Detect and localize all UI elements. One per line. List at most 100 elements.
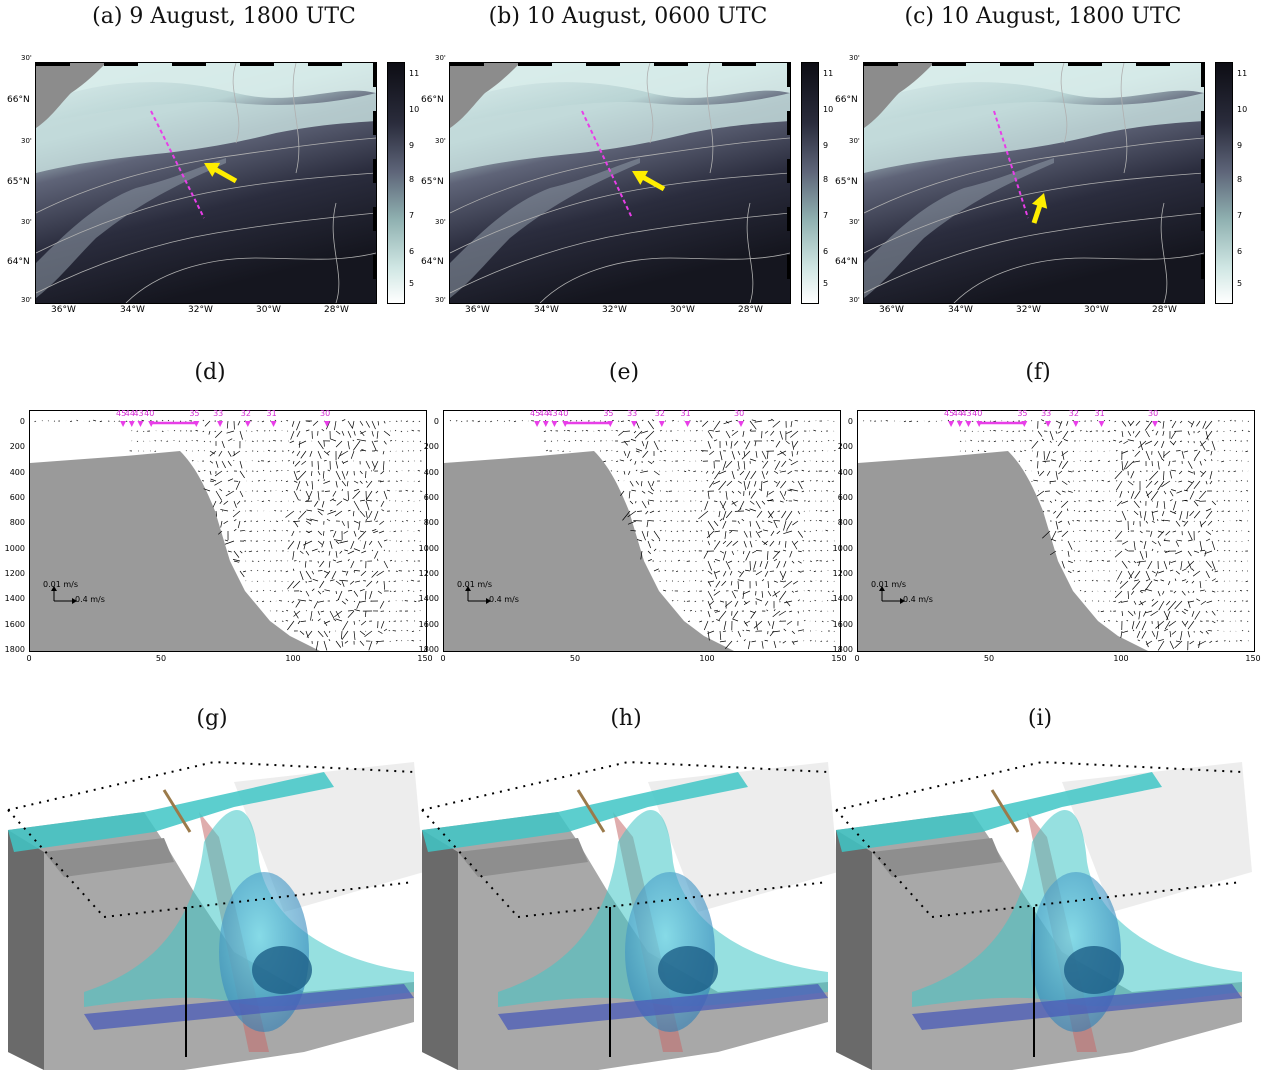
station-label: 35 bbox=[603, 409, 613, 418]
lon-tick-label: 36°W bbox=[465, 305, 490, 315]
colorbar-tick-label: 10 bbox=[823, 105, 833, 114]
distance-tick-label: 0 bbox=[849, 654, 865, 663]
scale-label-vertical: 0.01 m/s bbox=[871, 580, 906, 589]
station-label: 31 bbox=[267, 409, 277, 418]
colorbar-tick-label: 11 bbox=[1237, 69, 1247, 78]
colorbar-tick-label: 9 bbox=[823, 141, 828, 150]
sst-map bbox=[35, 62, 377, 304]
depth-tick-label: 1800 bbox=[417, 645, 439, 654]
lat-minor-label: 30' bbox=[849, 296, 860, 304]
station-label: 40 bbox=[558, 409, 568, 418]
station-label: 32 bbox=[241, 409, 251, 418]
isosurface-render-i bbox=[832, 752, 1252, 1070]
station-label: 33 bbox=[213, 409, 223, 418]
lon-tick-label: 30°W bbox=[256, 305, 281, 315]
lat-tick-label: 64°N bbox=[835, 257, 858, 267]
colorbar-tick-label: 6 bbox=[1237, 247, 1242, 256]
distance-tick-label: 150 bbox=[831, 654, 847, 663]
scale-label-horizontal: 0.4 m/s bbox=[75, 595, 105, 604]
velocity-section bbox=[857, 410, 1255, 652]
scale-label-horizontal: 0.4 m/s bbox=[903, 595, 933, 604]
lat-minor-label: 30' bbox=[21, 137, 32, 145]
lon-tick-label: 32°W bbox=[1016, 305, 1041, 315]
depth-tick-label: 1600 bbox=[3, 620, 25, 629]
depth-tick-label: 600 bbox=[417, 493, 439, 502]
isosurface-render-g bbox=[4, 752, 424, 1070]
station-label: 30 bbox=[320, 409, 330, 418]
colorbar-tick-label: 9 bbox=[409, 141, 414, 150]
lat-minor-label: 30' bbox=[435, 296, 446, 304]
lon-tick-label: 32°W bbox=[602, 305, 627, 315]
lon-tick-label: 34°W bbox=[948, 305, 973, 315]
lon-tick-label: 30°W bbox=[1084, 305, 1109, 315]
scale-label-horizontal: 0.4 m/s bbox=[489, 595, 519, 604]
lat-minor-label: 30' bbox=[435, 218, 446, 226]
station-label: 32 bbox=[655, 409, 665, 418]
lat-minor-label: 30' bbox=[849, 218, 860, 226]
lon-tick-label: 36°W bbox=[879, 305, 904, 315]
topography bbox=[444, 451, 734, 651]
colorbar-tick-label: 8 bbox=[409, 175, 414, 184]
station-label: 30 bbox=[734, 409, 744, 418]
depth-tick-label: 1400 bbox=[831, 594, 853, 603]
scale-label-vertical: 0.01 m/s bbox=[457, 580, 492, 589]
station-label: 40 bbox=[972, 409, 982, 418]
distance-tick-label: 150 bbox=[417, 654, 433, 663]
lat-minor-label: 30' bbox=[435, 137, 446, 145]
scale-label-vertical: 0.01 m/s bbox=[43, 580, 78, 589]
lat-minor-label: 30' bbox=[21, 218, 32, 226]
lat-tick-label: 65°N bbox=[835, 177, 858, 187]
lat-tick-label: 66°N bbox=[421, 95, 444, 105]
sst-map bbox=[449, 62, 791, 304]
panel-title-e: (e) bbox=[604, 360, 644, 385]
depth-tick-label: 200 bbox=[3, 442, 25, 451]
distance-tick-label: 150 bbox=[1245, 654, 1261, 663]
colorbar-tick-label: 11 bbox=[823, 69, 833, 78]
lat-minor-label: 30' bbox=[849, 137, 860, 145]
isosurface-render-h bbox=[418, 752, 838, 1070]
lon-tick-label: 32°W bbox=[188, 305, 213, 315]
station-label: 43 bbox=[547, 409, 557, 418]
colorbar-tick-label: 7 bbox=[409, 211, 414, 220]
station-label: 43 bbox=[133, 409, 143, 418]
distance-tick-label: 50 bbox=[567, 654, 583, 663]
depth-tick-label: 1200 bbox=[3, 569, 25, 578]
depth-tick-label: 1000 bbox=[3, 544, 25, 553]
distance-tick-label: 0 bbox=[435, 654, 451, 663]
station-label: 35 bbox=[189, 409, 199, 418]
lat-tick-label: 65°N bbox=[7, 177, 30, 187]
colorbar-tick-label: 8 bbox=[823, 175, 828, 184]
panel-title-c: (c) 10 August, 1800 UTC bbox=[893, 4, 1193, 29]
station-label: 40 bbox=[144, 409, 154, 418]
colorbar-tick-label: 6 bbox=[409, 247, 414, 256]
lon-tick-label: 36°W bbox=[51, 305, 76, 315]
depth-tick-label: 1800 bbox=[3, 645, 25, 654]
depth-tick-label: 200 bbox=[831, 442, 853, 451]
station-label: 31 bbox=[1095, 409, 1105, 418]
station-label: 43 bbox=[961, 409, 971, 418]
lon-tick-label: 34°W bbox=[120, 305, 145, 315]
colorbar-tick-label: 10 bbox=[1237, 105, 1247, 114]
panel-title-h: (h) bbox=[606, 706, 646, 731]
distance-tick-label: 50 bbox=[153, 654, 169, 663]
colorbar-tick-label: 7 bbox=[823, 211, 828, 220]
lon-tick-label: 30°W bbox=[670, 305, 695, 315]
lat-tick-label: 66°N bbox=[835, 95, 858, 105]
depth-tick-label: 1200 bbox=[831, 569, 853, 578]
station-label: 33 bbox=[1041, 409, 1051, 418]
depth-tick-label: 0 bbox=[831, 417, 853, 426]
station-label: 31 bbox=[681, 409, 691, 418]
depth-tick-label: 0 bbox=[3, 417, 25, 426]
depth-tick-label: 1600 bbox=[831, 620, 853, 629]
colorbar-tick-label: 7 bbox=[1237, 211, 1242, 220]
lat-minor-label: 30' bbox=[21, 296, 32, 304]
sst-map bbox=[863, 62, 1205, 304]
panel-title-b: (b) 10 August, 0600 UTC bbox=[478, 4, 778, 29]
station-label: 33 bbox=[627, 409, 637, 418]
panel-title-f: (f) bbox=[1018, 360, 1058, 385]
lat-tick-label: 66°N bbox=[7, 95, 30, 105]
depth-tick-label: 1400 bbox=[3, 594, 25, 603]
station-label: 35 bbox=[1017, 409, 1027, 418]
depth-tick-label: 600 bbox=[3, 493, 25, 502]
lon-tick-label: 28°W bbox=[738, 305, 763, 315]
